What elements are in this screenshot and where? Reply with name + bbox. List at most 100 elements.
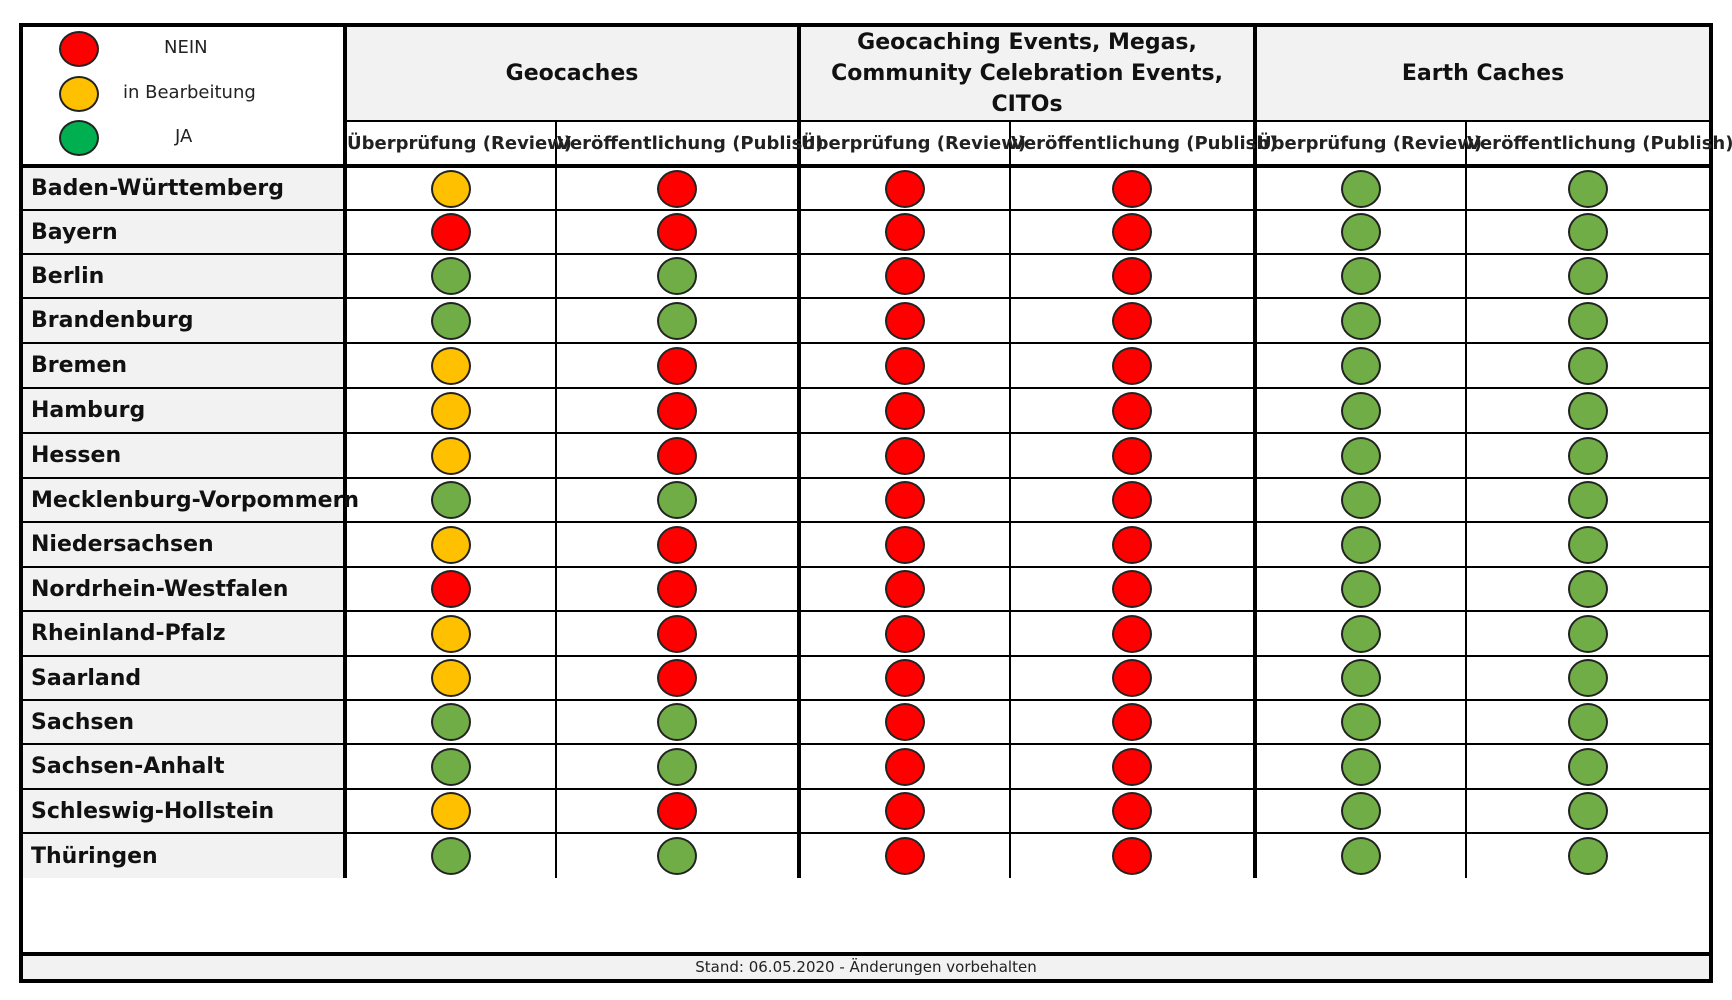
status-red-dot <box>885 703 926 741</box>
status-cell <box>1466 567 1710 612</box>
status-cell <box>1466 656 1710 701</box>
status-cell <box>1010 343 1258 389</box>
state-name: Mecklenburg-Vorpommern <box>23 478 359 523</box>
status-red-dot <box>657 391 697 430</box>
status-cell <box>799 833 1012 878</box>
status-green-dot <box>431 481 471 519</box>
status-cell <box>1466 388 1710 434</box>
status-green-dot <box>1568 257 1609 295</box>
status-cell <box>1010 567 1258 612</box>
status-cell <box>556 833 802 878</box>
state-name: Schleswig-Hollstein <box>23 789 347 834</box>
status-cell <box>1466 166 1710 211</box>
group-header-line: Geocaches <box>505 61 639 86</box>
status-red-dot <box>885 481 926 519</box>
status-red-dot <box>657 169 697 208</box>
status-cell <box>1255 298 1468 344</box>
status-cell <box>556 166 802 211</box>
state-name: Brandenburg <box>23 298 347 344</box>
status-cell <box>556 567 802 612</box>
status-green-dot <box>1341 659 1382 697</box>
status-red-dot <box>885 792 926 830</box>
status-cell <box>1010 478 1258 523</box>
status-green-dot <box>1568 346 1609 385</box>
status-green-dot <box>1568 659 1609 697</box>
status-green-dot <box>1341 257 1382 295</box>
group-header-events: Geocaching Events, Megas, Community Celeb… <box>799 27 1258 122</box>
status-red-dot <box>1112 837 1153 875</box>
state-name: Hessen <box>23 433 347 479</box>
status-cell <box>345 611 557 657</box>
status-green-dot <box>431 837 471 875</box>
state-name: Thüringen <box>23 833 347 878</box>
status-red-dot <box>1112 169 1153 208</box>
status-cell <box>799 166 1012 211</box>
status-cell <box>1010 210 1258 255</box>
status-green-dot <box>1341 703 1382 741</box>
legend-red-dot <box>59 31 99 67</box>
subheader-review: Überprüfung (Review) <box>799 121 1026 168</box>
status-green-dot <box>1341 747 1382 786</box>
status-cell <box>1255 388 1468 434</box>
status-red-dot <box>431 570 471 608</box>
status-cell <box>1255 478 1468 523</box>
table-row: Mecklenburg-Vorpommern <box>23 478 1710 523</box>
subheader-publish: Veröffentlichung (Publish) <box>1010 121 1277 168</box>
status-table-frame: NEIN in Bearbeitung JA Geocaches Geocach… <box>19 23 1732 983</box>
table-row: Saarland <box>23 656 1710 701</box>
status-cell <box>1466 700 1710 745</box>
status-cell <box>556 789 802 834</box>
status-cell <box>1255 700 1468 745</box>
status-cell <box>799 611 1012 657</box>
status-cell <box>1466 833 1710 878</box>
status-cell <box>1010 611 1258 657</box>
status-green-dot <box>657 481 697 519</box>
state-name: Hamburg <box>23 388 347 434</box>
status-orange-dot <box>431 169 471 208</box>
status-green-dot <box>1568 391 1609 430</box>
status-cell <box>799 388 1012 434</box>
table-row: Schleswig-Hollstein <box>23 789 1710 834</box>
status-cell <box>799 789 1012 834</box>
footer-note: Stand: 06.05.2020 - Änderungen vorbehalt… <box>23 952 1709 979</box>
state-name: Niedersachsen <box>23 522 347 568</box>
status-cell <box>556 744 802 790</box>
table-row: Hessen <box>23 433 1710 479</box>
group-header-line: Geocaching Events, Megas, <box>857 30 1197 55</box>
table-row: Niedersachsen <box>23 522 1710 568</box>
status-cell <box>345 478 557 523</box>
status-orange-dot <box>431 525 471 564</box>
status-cell <box>556 210 802 255</box>
status-cell <box>556 433 802 479</box>
status-red-dot <box>657 614 697 653</box>
status-red-dot <box>1112 257 1153 295</box>
status-cell <box>1010 656 1258 701</box>
status-red-dot <box>1112 614 1153 653</box>
table-row: Bremen <box>23 343 1710 389</box>
status-red-dot <box>885 391 926 430</box>
status-red-dot <box>657 792 697 830</box>
status-table: NEIN in Bearbeitung JA Geocaches Geocach… <box>23 27 1732 878</box>
status-cell <box>1255 433 1468 479</box>
state-name: Nordrhein-Westfalen <box>23 567 347 612</box>
status-green-dot <box>1341 792 1382 830</box>
status-cell <box>1255 567 1468 612</box>
status-cell <box>345 833 557 878</box>
table-row: Sachsen-Anhalt <box>23 744 1710 790</box>
status-red-dot <box>1112 481 1153 519</box>
status-red-dot <box>657 525 697 564</box>
status-cell <box>345 700 557 745</box>
status-cell <box>345 210 557 255</box>
subheader-publish: Veröffentlichung (Publish) <box>1466 121 1732 168</box>
status-green-dot <box>431 703 471 741</box>
state-name: Rheinland-Pfalz <box>23 611 347 657</box>
status-cell <box>1466 744 1710 790</box>
status-cell <box>345 656 557 701</box>
status-red-dot <box>431 213 471 251</box>
status-orange-dot <box>431 436 471 475</box>
status-cell <box>1466 433 1710 479</box>
status-red-dot <box>885 213 926 251</box>
status-cell <box>1010 433 1258 479</box>
legend-label-ja: JA <box>175 126 193 147</box>
status-red-dot <box>885 346 926 385</box>
